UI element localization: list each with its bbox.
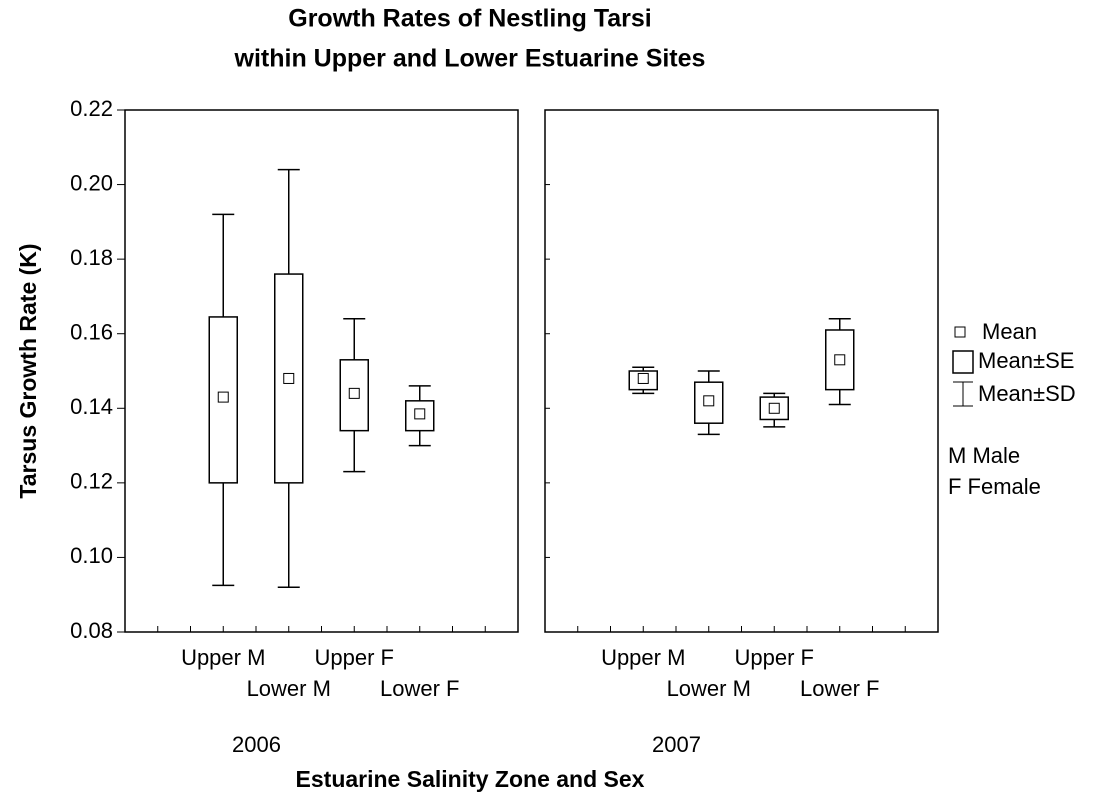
- mean-marker: [283, 372, 295, 384]
- mean-marker: [703, 395, 715, 407]
- mean-marker: [637, 372, 649, 384]
- y-tick-label: 0.08: [70, 618, 113, 643]
- se-box: [274, 273, 304, 484]
- y-tick-label: 0.16: [70, 320, 113, 345]
- mean-marker: [414, 408, 426, 420]
- y-axis-label: Tarsus Growth Rate (K): [15, 243, 41, 498]
- panel-frame: [124, 109, 519, 633]
- x-axis-label: Estuarine Salinity Zone and Sex: [296, 766, 645, 792]
- chart-title: within Upper and Lower Estuarine Sites: [234, 45, 706, 73]
- legend-note: F Female: [948, 474, 1041, 499]
- x-tick-label: Lower M: [247, 676, 331, 701]
- x-tick-label: Lower F: [380, 676, 459, 701]
- x-tick-label: Lower F: [800, 676, 879, 701]
- panel-label: 2006: [232, 732, 281, 757]
- legend-label: Mean±SE: [978, 348, 1074, 373]
- panel-label: 2007: [652, 732, 701, 757]
- se-box: [759, 396, 789, 421]
- y-tick-label: 0.10: [70, 543, 113, 568]
- x-tick-label: Upper M: [181, 645, 265, 670]
- mean-marker: [834, 354, 846, 366]
- se-box: [694, 381, 724, 424]
- legend-icon: [952, 350, 974, 374]
- y-tick-label: 0.20: [70, 170, 113, 195]
- x-tick-label: Upper F: [735, 645, 814, 670]
- se-box: [208, 316, 238, 484]
- x-tick-label: Upper M: [601, 645, 685, 670]
- x-tick-label: Lower M: [667, 676, 751, 701]
- y-tick-label: 0.22: [70, 96, 113, 121]
- mean-marker: [348, 387, 360, 399]
- y-tick-label: 0.14: [70, 394, 113, 419]
- se-box: [825, 329, 855, 391]
- panel-frame: [544, 109, 939, 633]
- legend-note: M Male: [948, 443, 1020, 468]
- y-tick-label: 0.12: [70, 469, 113, 494]
- se-box: [628, 370, 658, 391]
- mean-marker: [768, 402, 780, 414]
- mean-marker: [217, 391, 229, 403]
- legend-icon: [954, 326, 966, 338]
- y-tick-label: 0.18: [70, 245, 113, 270]
- chart-title: Growth Rates of Nestling Tarsi: [288, 5, 651, 33]
- x-tick-label: Upper F: [315, 645, 394, 670]
- legend-label: Mean±SD: [978, 381, 1076, 406]
- se-box: [405, 400, 435, 432]
- se-box: [339, 359, 369, 432]
- legend-label: Mean: [982, 319, 1037, 344]
